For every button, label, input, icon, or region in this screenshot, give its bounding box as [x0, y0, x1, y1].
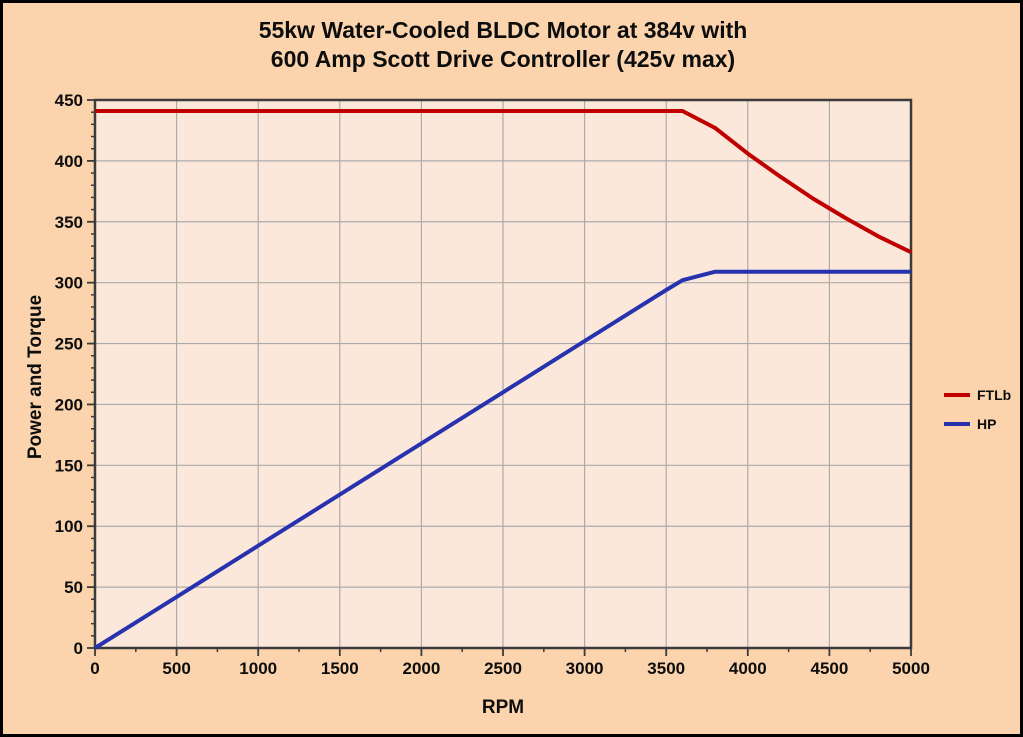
chart-title: 55kw Water-Cooled BLDC Motor at 384v wit… — [95, 16, 911, 75]
legend-label-hp: HP — [977, 416, 997, 432]
chart-title-line2: 600 Amp Scott Drive Controller (425v max… — [270, 46, 736, 73]
plot-border — [93, 98, 913, 650]
x-tick-label: 3500 — [647, 659, 685, 678]
x-tick-label: 4000 — [729, 659, 767, 678]
y-tick-label: 350 — [55, 213, 83, 232]
chart-title-line1: 55kw Water-Cooled BLDC Motor at 384v wit… — [258, 17, 748, 43]
y-tick-label: 200 — [55, 395, 83, 414]
legend: FTLb HP — [944, 387, 1011, 432]
x-axis-title: RPM — [481, 697, 525, 718]
series-line-hp — [93, 269, 911, 650]
series-line-ftlb — [95, 109, 912, 254]
x-tick-label: 4500 — [810, 659, 848, 678]
legend-label-ftlb: FTLb — [977, 387, 1012, 403]
legend-item-ftlb: FTLb — [944, 387, 1011, 403]
y-tick-label: 300 — [55, 274, 83, 293]
y-tick-label: 100 — [55, 517, 83, 536]
y-axis-title: Power and Torque — [25, 294, 46, 460]
x-tick-label: 1500 — [321, 659, 359, 678]
plot-area: 0 500 1000 1500 2000 2500 3000 3500 4000 4500 5000… — [55, 91, 930, 678]
ftlb-line-swatch — [944, 393, 970, 397]
y-tick-label: 0 — [74, 639, 83, 658]
y-tick-label: 250 — [55, 335, 83, 354]
x-tick-label: 1000 — [239, 659, 277, 678]
x-tick-label: 3000 — [566, 659, 604, 678]
y-tick-label: 150 — [55, 456, 83, 475]
x-tick-label: 0 — [90, 659, 99, 678]
x-tick-label: 5000 — [892, 659, 930, 678]
x-tick-label: 2500 — [484, 659, 522, 678]
y-tick-label: 400 — [55, 152, 83, 171]
y-tick-label: 50 — [64, 578, 83, 597]
hp-line-swatch — [944, 422, 970, 426]
legend-item-hp: HP — [944, 416, 1011, 432]
y-tick-label: 450 — [55, 91, 83, 110]
x-tick-label: 2000 — [402, 659, 440, 678]
x-tick-label: 500 — [162, 659, 190, 678]
